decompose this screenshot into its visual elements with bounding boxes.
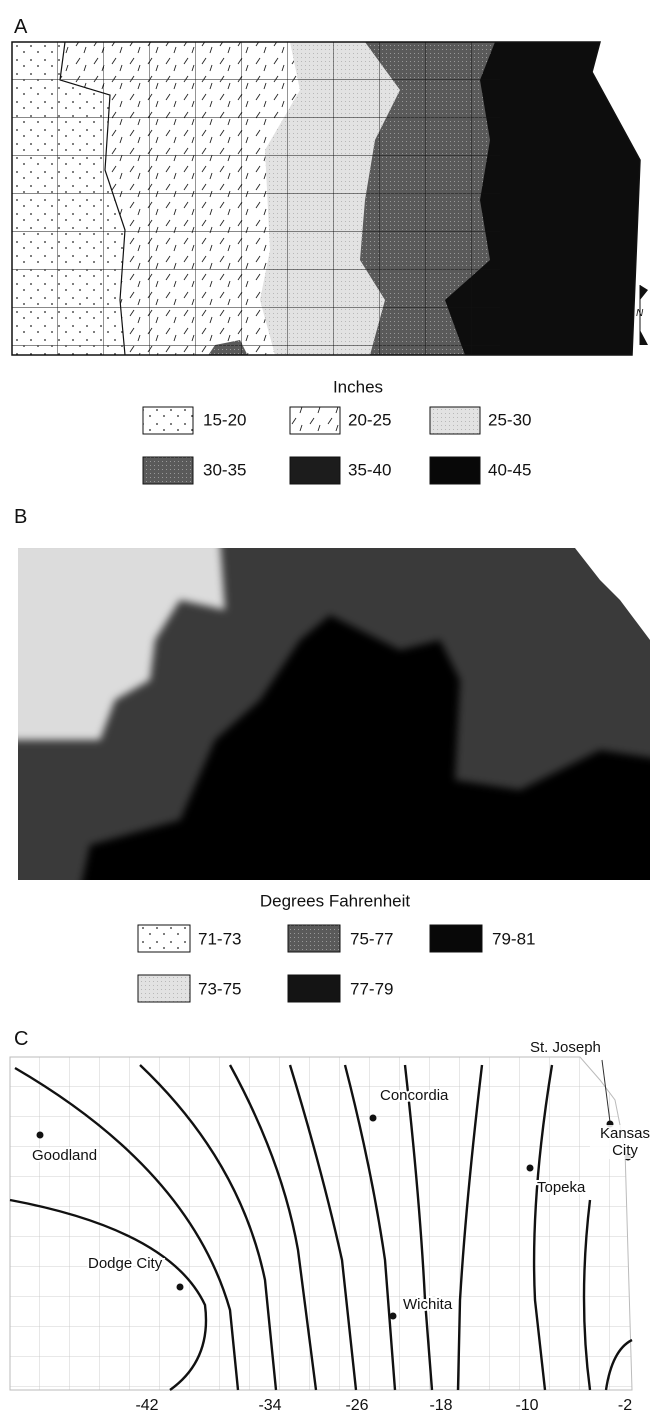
legend-swatch (137, 974, 191, 1003)
legend-swatch (429, 456, 481, 485)
legend-label: 75-77 (350, 929, 393, 948)
north-label: N (636, 308, 644, 319)
city-label: Wichita (403, 1296, 453, 1313)
isoline-label: -26 (345, 1397, 368, 1414)
legend-title: Inches (333, 377, 383, 396)
legend-title: Degrees Fahrenheit (260, 891, 411, 910)
legend-swatch (142, 456, 194, 485)
isoline-map (9, 1056, 633, 1391)
legend-label: 40-45 (488, 460, 531, 479)
isoline-label: -2 (618, 1397, 632, 1414)
legend-swatch (287, 924, 341, 953)
legend-swatch (142, 406, 194, 435)
city-label: Dodge City (88, 1255, 163, 1272)
precipitation-map (12, 42, 640, 355)
legend-label: 79-81 (492, 929, 535, 948)
isoline-label: -18 (429, 1397, 452, 1414)
panel-label: B (14, 506, 27, 528)
legend-swatch (429, 406, 481, 435)
isoline-label: -10 (515, 1397, 538, 1414)
legend-label: 15-20 (203, 410, 246, 429)
city-label: Topeka (537, 1179, 586, 1196)
legend-label: 77-79 (350, 979, 393, 998)
legend-swatch (429, 924, 483, 953)
city-label: Kansas City (590, 1125, 660, 1159)
city-label: Concordia (380, 1087, 449, 1104)
legend-label: 71-73 (198, 929, 241, 948)
legend-label: 73-75 (198, 979, 241, 998)
legend-swatch (289, 406, 341, 435)
isoline-label: -34 (258, 1397, 281, 1414)
isoline-label: -42 (135, 1397, 158, 1414)
panel-label: A (14, 16, 28, 38)
temperature-map (18, 548, 650, 880)
legend-swatch (289, 456, 341, 485)
legend-swatch (287, 974, 341, 1003)
panel-label: C (14, 1028, 28, 1050)
legend-label: 30-35 (203, 460, 246, 479)
city-label: St. Joseph (530, 1039, 601, 1056)
legend-label: 35-40 (348, 460, 391, 479)
legend-swatch (137, 924, 191, 953)
legend-label: 20-25 (348, 410, 391, 429)
city-label: Goodland (32, 1147, 97, 1164)
legend-label: 25-30 (488, 410, 531, 429)
